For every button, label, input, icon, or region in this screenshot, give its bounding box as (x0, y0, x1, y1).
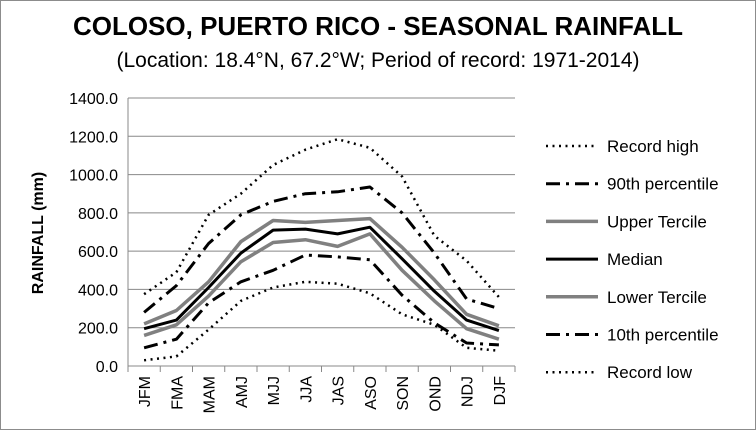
x-tick-label: FMA (169, 376, 186, 410)
series-line-3 (143, 225, 500, 333)
y-tick-label: 0.0 (96, 359, 118, 376)
legend: Record high 90th percentile Upper Tercile M… (546, 137, 719, 382)
y-tick-label: 200.0 (78, 321, 118, 338)
series-line-2 (143, 216, 500, 328)
x-tick-label: JAS (331, 376, 348, 405)
x-tick-label: MJJ (266, 376, 283, 405)
legend-label: Median (607, 250, 663, 269)
series-lines (143, 137, 500, 362)
y-tick-label: 800.0 (78, 206, 118, 223)
x-tick-label: OND (427, 376, 444, 412)
legend-label: Upper Tercile (607, 212, 707, 231)
y-tick-label: 400.0 (78, 282, 118, 299)
series-line-5 (143, 253, 499, 350)
x-tick-label: NDJ (460, 376, 477, 407)
y-axis-label: RAINFALL (mm) (30, 172, 47, 294)
x-tick-label: DJF (492, 376, 509, 406)
legend-label: Record low (607, 363, 693, 382)
series-line-4 (143, 232, 500, 341)
legend-label: 10th percentile (607, 326, 719, 345)
legend-label: 90th percentile (607, 175, 719, 194)
y-tick-label: 1400.0 (69, 91, 118, 108)
chart-title: COLOSO, PUERTO RICO - SEASONAL RAINFALL (73, 11, 683, 41)
x-tick-label: SON (395, 376, 412, 411)
y-tick-label: 600.0 (78, 244, 118, 261)
gridlines (128, 97, 515, 329)
x-tick-label: JFM (137, 376, 154, 407)
chart-subtitle: (Location: 18.4°N, 67.2°W; Period of rec… (116, 49, 639, 72)
x-tick-label: JJA (298, 376, 315, 403)
legend-label: Lower Tercile (607, 288, 707, 307)
x-tick-label: ASO (363, 376, 380, 410)
x-tick-label: MAM (202, 376, 219, 413)
x-tick-label: AMJ (234, 376, 251, 408)
y-tick-label: 1200.0 (69, 129, 118, 146)
axes: 0.0 200.0 400.0 600.0 800.0 1000.0 1200.0 1400.… (69, 91, 516, 413)
legend-label: Record high (607, 137, 699, 156)
series-line-0 (143, 137, 500, 298)
y-tick-label: 1000.0 (69, 168, 118, 185)
